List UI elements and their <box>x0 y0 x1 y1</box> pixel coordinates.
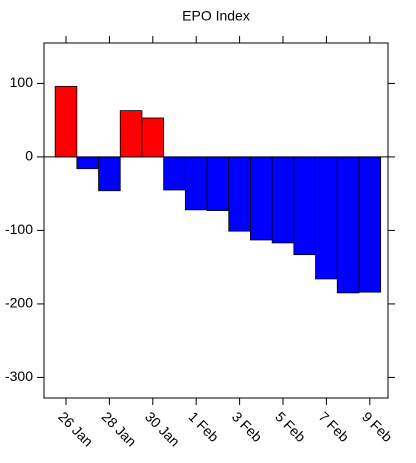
y-tick-label: 0 <box>25 148 33 164</box>
bar <box>271 156 295 244</box>
y-tick-label: -100 <box>5 221 33 237</box>
bar <box>98 156 121 192</box>
x-tick-label: 9 Feb <box>359 408 396 445</box>
x-tick-label: 26 Jan <box>55 408 96 449</box>
bar <box>54 85 78 158</box>
x-tick-label: 7 Feb <box>316 408 353 445</box>
y-tick-label: -300 <box>5 368 33 384</box>
bar <box>184 156 208 211</box>
bar <box>228 156 251 232</box>
bar <box>315 156 338 280</box>
bar <box>250 156 273 241</box>
x-tick-label: 5 Feb <box>272 408 309 445</box>
y-tick-label: 100 <box>10 74 34 90</box>
bar <box>336 156 360 294</box>
bar <box>358 156 382 293</box>
bar <box>206 156 230 211</box>
y-tick-label: -200 <box>5 295 33 311</box>
x-tick-label: 28 Jan <box>99 408 140 449</box>
plot-frame <box>43 42 389 399</box>
bar <box>293 156 316 256</box>
bar <box>141 117 165 158</box>
bar <box>119 110 143 158</box>
x-tick-label: 3 Feb <box>229 408 266 445</box>
bar <box>163 156 186 191</box>
bar <box>76 156 99 170</box>
chart-title: EPO Index <box>182 8 250 24</box>
x-tick-label: 30 Jan <box>142 408 183 449</box>
x-tick-label: 1 Feb <box>185 408 222 445</box>
